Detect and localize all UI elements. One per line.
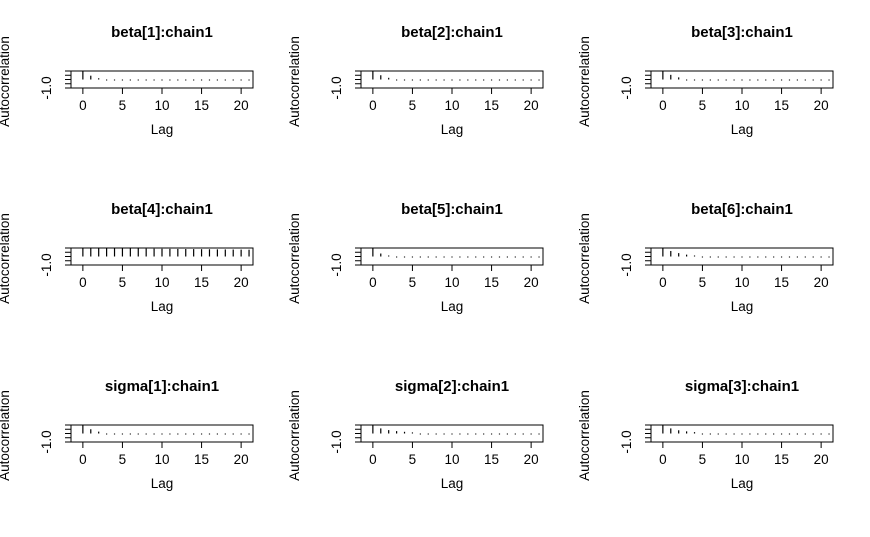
x-tick-label: 5 (119, 275, 127, 290)
x-tick-label: 15 (484, 452, 499, 467)
x-tick-label: 20 (814, 98, 829, 113)
y-axis-label: Autocorrelation (577, 213, 592, 304)
x-tick-label: 15 (194, 98, 209, 113)
y-axis-label: Autocorrelation (287, 390, 302, 481)
panel-title: beta[3]:chain1 (691, 24, 793, 41)
x-tick-label: 15 (484, 98, 499, 113)
y-tick-label: -1.0 (329, 430, 344, 453)
y-axis-label: Autocorrelation (577, 390, 592, 481)
y-axis-label: Autocorrelation (0, 213, 12, 304)
x-tick-label: 20 (524, 275, 539, 290)
y-tick-label: -1.0 (329, 76, 344, 99)
y-axis-label: Autocorrelation (577, 36, 592, 127)
x-tick-label: 15 (774, 275, 789, 290)
x-tick-label: 20 (814, 452, 829, 467)
x-tick-label: 5 (699, 452, 707, 467)
x-tick-label: 15 (194, 452, 209, 467)
y-tick-label: -1.0 (329, 253, 344, 276)
chart-panel: beta[4]:chain1 0 5 10 15 20 Lag -1.0 Autocorrela… (0, 201, 254, 314)
x-tick-label: 0 (369, 452, 377, 467)
x-tick-label: 5 (409, 275, 417, 290)
chart-panel: beta[3]:chain1 0 5 10 15 20 Lag -1.0 Autocorrela… (577, 24, 834, 137)
x-tick-label: 10 (734, 275, 749, 290)
panel-title: beta[6]:chain1 (691, 201, 793, 218)
x-axis-label: Lag (441, 122, 464, 137)
x-tick-label: 5 (699, 98, 707, 113)
y-tick-label: -1.0 (619, 76, 634, 99)
y-axis-label: Autocorrelation (287, 213, 302, 304)
y-axis-label: Autocorrelation (0, 36, 12, 127)
x-tick-label: 0 (659, 98, 667, 113)
x-tick-label: 10 (154, 275, 169, 290)
x-axis-label: Lag (731, 476, 754, 491)
x-tick-label: 15 (484, 275, 499, 290)
x-tick-label: 0 (659, 275, 667, 290)
x-axis-label: Lag (151, 122, 174, 137)
x-tick-label: 0 (79, 452, 87, 467)
y-axis-label: Autocorrelation (0, 390, 12, 481)
chart-panel: sigma[1]:chain1 0 5 10 15 20 Lag -1.0 Autocorrel… (0, 378, 254, 491)
x-tick-label: 0 (369, 98, 377, 113)
x-tick-label: 10 (444, 98, 459, 113)
chart-panel: sigma[3]:chain1 0 5 10 15 20 Lag -1.0 Autocorrel… (577, 378, 834, 491)
y-tick-label: -1.0 (39, 253, 54, 276)
x-tick-label: 20 (524, 98, 539, 113)
x-tick-label: 10 (734, 98, 749, 113)
x-tick-label: 10 (444, 452, 459, 467)
x-tick-label: 5 (409, 452, 417, 467)
x-axis-label: Lag (731, 299, 754, 314)
x-tick-label: 5 (699, 275, 707, 290)
panel-title: sigma[1]:chain1 (105, 378, 219, 395)
x-tick-label: 5 (409, 98, 417, 113)
x-tick-label: 0 (659, 452, 667, 467)
x-tick-label: 5 (119, 452, 127, 467)
x-tick-label: 20 (234, 452, 249, 467)
x-tick-label: 10 (154, 98, 169, 113)
y-tick-label: -1.0 (39, 76, 54, 99)
x-tick-label: 5 (119, 98, 127, 113)
panel-title: beta[1]:chain1 (111, 24, 213, 41)
x-axis-label: Lag (151, 476, 174, 491)
chart-panel: beta[2]:chain1 0 5 10 15 20 Lag -1.0 Autocorrela… (287, 24, 544, 137)
panel-title: sigma[2]:chain1 (395, 378, 509, 395)
x-axis-label: Lag (731, 122, 754, 137)
y-tick-label: -1.0 (619, 430, 634, 453)
x-tick-label: 15 (774, 452, 789, 467)
chart-panel: sigma[2]:chain1 0 5 10 15 20 Lag -1.0 Autocorrel… (287, 378, 544, 491)
y-axis-label: Autocorrelation (287, 36, 302, 127)
x-axis-label: Lag (151, 299, 174, 314)
x-axis-label: Lag (441, 476, 464, 491)
y-tick-label: -1.0 (39, 430, 54, 453)
x-tick-label: 0 (79, 98, 87, 113)
x-tick-label: 15 (774, 98, 789, 113)
x-tick-label: 10 (734, 452, 749, 467)
x-tick-label: 20 (524, 452, 539, 467)
panel-title: beta[5]:chain1 (401, 201, 503, 218)
chart-panel: beta[6]:chain1 0 5 10 15 20 Lag -1.0 Autocorrela… (577, 201, 834, 314)
x-axis-label: Lag (441, 299, 464, 314)
x-tick-label: 20 (814, 275, 829, 290)
x-tick-label: 20 (234, 275, 249, 290)
x-tick-label: 20 (234, 98, 249, 113)
chart-panel: beta[1]:chain1 0 5 10 15 20 Lag -1.0 Autocorrela… (0, 24, 254, 137)
x-tick-label: 0 (369, 275, 377, 290)
chart-panel: beta[5]:chain1 0 5 10 15 20 Lag -1.0 Autocorrela… (287, 201, 544, 314)
x-tick-label: 15 (194, 275, 209, 290)
panel-title: sigma[3]:chain1 (685, 378, 799, 395)
x-tick-label: 0 (79, 275, 87, 290)
x-tick-label: 10 (444, 275, 459, 290)
panel-title: beta[4]:chain1 (111, 201, 213, 218)
panel-title: beta[2]:chain1 (401, 24, 503, 41)
y-tick-label: -1.0 (619, 253, 634, 276)
x-tick-label: 10 (154, 452, 169, 467)
